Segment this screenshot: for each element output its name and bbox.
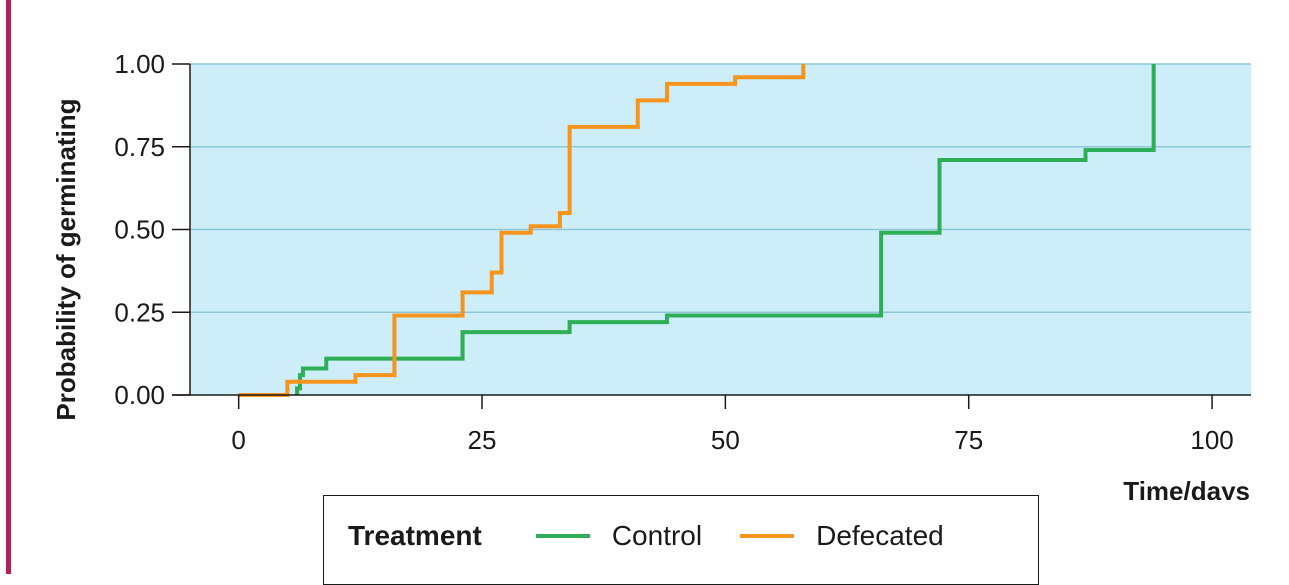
series-line-control: [295, 64, 1156, 395]
series-layer: [238, 64, 1156, 397]
x-tick-label: 50: [711, 425, 740, 455]
legend-item-control: Control: [535, 520, 703, 552]
x-tick-label: 25: [468, 425, 497, 455]
y-tick-label: 0.25: [114, 297, 165, 327]
legend-label-defecated: Defecated: [816, 520, 944, 551]
legend-swatch-defecated: [740, 534, 795, 538]
y-tick-label: 0.00: [114, 380, 165, 410]
y-tick-label: 1.00: [114, 49, 165, 79]
y-axis-ticks: 0.00 0.25 0.50 0.75 1.00: [114, 49, 190, 410]
grid-lines: [190, 63, 1251, 313]
y-axis-title: Probability of germinating: [51, 98, 81, 420]
x-tick-label: 0: [231, 425, 245, 455]
legend-label-control: Control: [611, 520, 703, 551]
x-axis-title: Time/days: [1123, 476, 1250, 500]
series-line-defecated: [238, 64, 806, 397]
legend-swatch-control: [535, 534, 590, 538]
germination-step-chart: 0.00 0.25 0.50 0.75 1.00 0 25 50 75 100 Probabil…: [51, 49, 1251, 500]
legend: Treatment Control Defecated: [323, 495, 1039, 585]
x-tick-label: 75: [954, 425, 983, 455]
x-tick-label: 100: [1190, 425, 1233, 455]
y-tick-label: 0.75: [114, 132, 165, 162]
legend-title: Treatment: [348, 520, 482, 551]
y-tick-label: 0.50: [114, 215, 165, 245]
x-axis-ticks: 0 25 50 75 100: [231, 395, 1234, 455]
left-accent-bar: [6, 0, 11, 574]
legend-item-defecated: Defecated: [740, 520, 944, 552]
